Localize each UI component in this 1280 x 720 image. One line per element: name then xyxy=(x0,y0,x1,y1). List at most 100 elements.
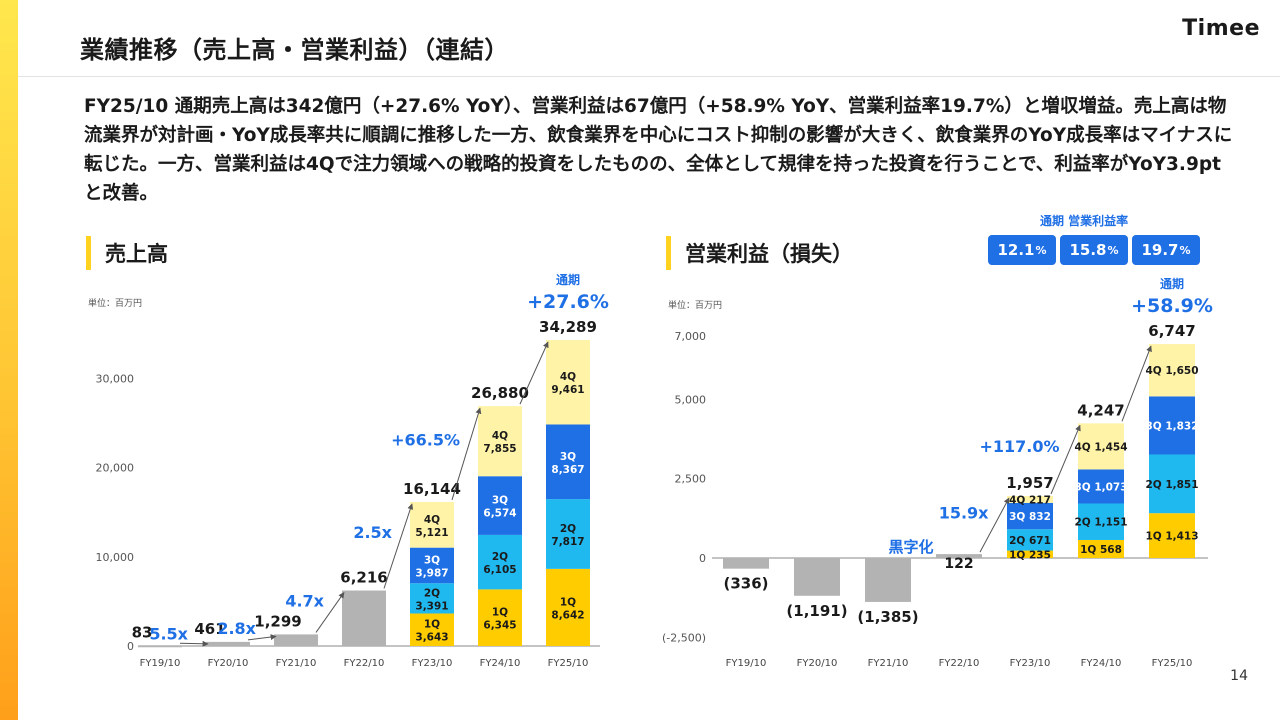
bar-total-label: 16,144 xyxy=(403,480,461,498)
segment-value-label: 7,817 xyxy=(551,536,584,548)
y-tick-label: 20,000 xyxy=(96,462,135,475)
growth-sub-label: 通期 xyxy=(556,272,580,287)
growth-arrow xyxy=(1121,345,1152,422)
bar-total-label: 6,216 xyxy=(340,569,387,587)
segment-value-label: 2Q 1,151 xyxy=(1074,517,1127,529)
segment-quarter-label: 2Q xyxy=(424,587,440,599)
x-tick-label: FY20/10 xyxy=(797,658,838,669)
bar-total-label: 34,289 xyxy=(539,318,597,336)
bar-segment-3q xyxy=(1007,502,1053,530)
segment-quarter-label: 1Q xyxy=(560,596,576,608)
segment-value-label: 5,121 xyxy=(415,527,448,539)
segment-value-label: 1Q 235 xyxy=(1009,549,1051,561)
margin-pill-fy23: 12.1% xyxy=(988,235,1056,265)
bar-segment-1q xyxy=(1149,513,1195,558)
segment-value-label: 2Q 671 xyxy=(1009,535,1051,547)
growth-arrow xyxy=(179,640,209,647)
growth-label: 5.5x xyxy=(149,625,188,644)
segment-value-label: 7,855 xyxy=(483,443,516,455)
profit-section-heading: 営業利益（損失） xyxy=(666,236,853,270)
x-tick-label: FY23/10 xyxy=(412,658,453,669)
revenue-chart: 単位：百万円 0 10,000 20,000 30,000 FY19/10 83 FY20/1… xyxy=(88,272,609,669)
bar-total-label: 26,880 xyxy=(471,384,529,402)
margin-box-label: 通期 営業利益率 xyxy=(1040,214,1129,228)
segment-value-label: 3Q 832 xyxy=(1009,511,1051,523)
bar-segment-1q xyxy=(410,613,454,646)
segment-quarter-label: 2Q xyxy=(560,523,576,535)
y-tick-label: (-2,500) xyxy=(662,631,706,644)
segment-value-label: 8,642 xyxy=(551,609,584,621)
growth-arrow xyxy=(979,497,1010,553)
x-tick-label: FY25/10 xyxy=(548,658,589,669)
bar-segment-2q xyxy=(546,499,590,569)
bar-total-label: 4,247 xyxy=(1077,401,1124,419)
growth-arrow xyxy=(247,634,277,641)
bar-segment-2q xyxy=(478,534,522,590)
growth-label: +117.0% xyxy=(979,437,1059,456)
segment-value-label: 3,391 xyxy=(415,600,448,612)
operating-profit-chart: 単位：百万円 (-2,500) 0 2,500 5,000 7,000 FY19/10 (33… xyxy=(662,276,1213,669)
bar-segment-4q xyxy=(546,340,590,425)
bar-segment-1q xyxy=(546,568,590,646)
bar-total-label: (1,191) xyxy=(786,602,847,620)
segment-value-label: 4Q 217 xyxy=(1009,494,1051,506)
bar-total-label: 1,957 xyxy=(1006,474,1053,492)
revenue-section-heading: 売上高 xyxy=(86,236,168,270)
bar xyxy=(342,590,386,646)
growth-label: +66.5% xyxy=(391,430,460,449)
bar-segment-2q xyxy=(1078,503,1124,540)
segment-value-label: 3,643 xyxy=(415,632,448,644)
segment-value-label: 2Q 1,851 xyxy=(1145,479,1198,491)
segment-value-label: 4Q 1,454 xyxy=(1074,441,1127,453)
growth-arrow xyxy=(315,592,345,633)
segment-value-label: 3,987 xyxy=(415,567,448,579)
header-divider xyxy=(18,76,1280,77)
segment-quarter-label: 1Q xyxy=(424,619,440,631)
x-tick-label: FY22/10 xyxy=(939,658,980,669)
segment-quarter-label: 3Q xyxy=(492,495,508,507)
bar-segment-4q xyxy=(1007,495,1053,503)
segment-value-label: 9,461 xyxy=(551,384,584,396)
margin-value: 15.8 xyxy=(1069,241,1107,259)
bar-total-label: 122 xyxy=(944,556,973,572)
bar-segment-1q xyxy=(1078,539,1124,558)
segment-value-label: 1Q 568 xyxy=(1080,544,1122,556)
heading-accent-bar xyxy=(666,236,671,270)
bar-total-label: (336) xyxy=(723,575,768,593)
bar-segment-3q xyxy=(546,424,590,500)
segment-value-label: 8,367 xyxy=(551,464,584,476)
segment-quarter-label: 4Q xyxy=(560,371,576,383)
bar-total-label: 83 xyxy=(132,623,153,641)
y-tick-label: 0 xyxy=(127,640,134,653)
bar xyxy=(138,645,182,648)
bar-segment-2q xyxy=(1149,454,1195,514)
bar-segment-3q xyxy=(410,547,454,584)
growth-label: +27.6% xyxy=(527,291,609,313)
segment-value-label: 3Q 1,832 xyxy=(1145,420,1198,432)
bar-total-label: (1,385) xyxy=(857,608,918,626)
bar xyxy=(206,641,250,646)
timee-logo: Timee xyxy=(1182,16,1260,41)
growth-label: 2.5x xyxy=(353,523,392,542)
segment-quarter-label: 1Q xyxy=(492,607,508,619)
bar-total-label: 461 xyxy=(194,620,225,638)
y-tick-label: 0 xyxy=(699,552,706,565)
page-number: 14 xyxy=(1230,668,1248,684)
segment-quarter-label: 2Q xyxy=(492,551,508,563)
annotation-label: 黒字化 xyxy=(888,538,933,556)
segment-value-label: 1Q 1,413 xyxy=(1145,531,1198,543)
y-tick-label: 2,500 xyxy=(675,473,707,486)
summary-text: FY25/10 通期売上高は342億円（+27.6% YoY）、営業利益は67億… xyxy=(84,96,1233,204)
segment-quarter-label: 3Q xyxy=(560,451,576,463)
x-tick-label: FY24/10 xyxy=(1081,658,1122,669)
x-tick-label: FY21/10 xyxy=(276,658,317,669)
margin-value: 19.7 xyxy=(1141,241,1179,259)
bar-segment-4q xyxy=(1149,344,1195,397)
bar-total-label: 6,747 xyxy=(1148,322,1195,340)
bar-segment-2q xyxy=(410,583,454,614)
margin-pill-fy24: 15.8% xyxy=(1060,235,1128,265)
growth-arrow xyxy=(383,503,414,589)
growth-label: 2.8x xyxy=(217,619,256,638)
bar-segment-2q xyxy=(1007,529,1053,551)
bar xyxy=(723,558,769,569)
